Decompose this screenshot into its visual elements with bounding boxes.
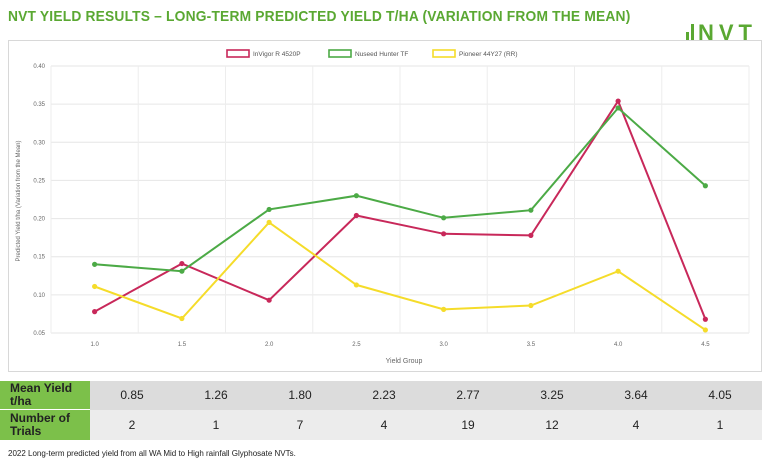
data-point [179, 268, 185, 274]
x-tick-label: 3.0 [439, 342, 448, 348]
data-point [528, 302, 534, 309]
x-axis-label: Yield Group [386, 358, 423, 365]
data-point [441, 215, 447, 221]
data-point [92, 309, 98, 315]
legend-swatch [432, 49, 456, 58]
mean-yield-cell: 2.23 [342, 381, 426, 410]
data-point [92, 261, 98, 267]
legend-swatch [328, 49, 352, 58]
footnote: 2022 Long-term predicted yield from all … [8, 449, 296, 458]
data-point [441, 306, 447, 312]
chart-grid [50, 65, 750, 334]
data-point [615, 105, 621, 111]
legend-label: Pioneer 44Y27 (RR) [459, 51, 518, 58]
legend-label: Nuseed Hunter TF [355, 51, 408, 58]
x-tick-label: 4.0 [614, 342, 623, 348]
yield-stats-table: Mean Yield t/ha 0.85 1.26 1.80 2.23 2.77… [0, 381, 762, 440]
series-line [94, 221, 706, 331]
trials-row: Number of Trials 2 1 7 4 19 12 4 1 [0, 409, 762, 440]
chart-series [92, 98, 708, 333]
mean-yield-cell: 3.64 [594, 381, 678, 410]
mean-yield-row: Mean Yield t/ha 0.85 1.26 1.80 2.23 2.77… [0, 381, 762, 410]
data-point [615, 268, 621, 274]
legend-swatch [226, 49, 250, 58]
data-point [353, 193, 359, 199]
data-point [528, 207, 534, 213]
data-point [266, 297, 272, 303]
mean-yield-cell: 3.25 [510, 381, 594, 410]
trials-header: Number of Trials [0, 409, 90, 440]
x-tick-label: 4.5 [701, 342, 710, 348]
trials-cell: 7 [258, 409, 342, 440]
x-tick-label: 1.0 [90, 342, 99, 348]
mean-yield-cell: 1.26 [174, 381, 258, 410]
data-point [266, 206, 272, 213]
y-axis-label: Predicted Yield t/ha (Variation from the… [16, 141, 22, 262]
data-point [353, 282, 359, 288]
y-tick-label: 0.40 [33, 64, 45, 70]
line-chart: 0.05 0.10 0.15 0.20 0.25 0.30 0.35 0.40 1.0 1.5 2… [16, 49, 750, 365]
trials-cell: 4 [594, 409, 678, 440]
trials-cell: 1 [174, 409, 258, 440]
data-point [179, 260, 185, 267]
y-tick-label: 0.35 [33, 102, 45, 108]
trials-cell: 12 [510, 409, 594, 440]
x-tick-label: 3.5 [527, 342, 536, 348]
series-line [94, 98, 707, 320]
legend-label: InVigor R 4520P [253, 51, 301, 58]
data-point [528, 232, 534, 238]
chart-area: 0.05 0.10 0.15 0.20 0.25 0.30 0.35 0.40 1.0 1.5 2… [8, 40, 762, 372]
data-point [615, 98, 621, 104]
y-tick-label: 0.10 [33, 293, 45, 299]
mean-yield-header: Mean Yield t/ha [0, 381, 90, 410]
data-point [702, 316, 708, 322]
trials-cell: 19 [426, 409, 510, 440]
y-tick-label: 0.05 [33, 331, 45, 337]
data-point [702, 327, 708, 333]
chart-legend: InVigor R 4520P Nuseed Hunter TF Pioneer 4… [226, 49, 518, 58]
y-axis-ticks: 0.05 0.10 0.15 0.20 0.25 0.30 0.35 0.40 [33, 64, 45, 337]
x-axis-ticks: 1.0 1.5 2.0 2.5 3.0 3.5 4.0 4.5 [90, 342, 710, 348]
data-point [266, 219, 272, 225]
data-point [353, 212, 359, 219]
y-tick-label: 0.30 [33, 140, 45, 146]
logo-bars-icon [686, 24, 694, 42]
data-point [702, 183, 708, 189]
mean-yield-cell: 4.05 [678, 381, 762, 410]
chart-title: NVT YIELD RESULTS – LONG-TERM PREDICTED … [8, 8, 631, 25]
data-point [179, 315, 185, 322]
x-tick-label: 2.5 [352, 342, 361, 348]
series-line [94, 106, 707, 273]
x-tick-label: 1.5 [178, 342, 187, 348]
mean-yield-cell: 0.85 [90, 381, 174, 410]
data-point [441, 231, 447, 237]
y-tick-label: 0.20 [33, 217, 45, 223]
trials-cell: 2 [90, 409, 174, 440]
mean-yield-cell: 1.80 [258, 381, 342, 410]
trials-cell: 1 [678, 409, 762, 440]
trials-cell: 4 [342, 409, 426, 440]
y-tick-label: 0.25 [33, 178, 45, 184]
mean-yield-cell: 2.77 [426, 381, 510, 410]
data-point [92, 283, 98, 290]
y-tick-label: 0.15 [33, 255, 45, 261]
x-tick-label: 2.0 [265, 342, 274, 348]
